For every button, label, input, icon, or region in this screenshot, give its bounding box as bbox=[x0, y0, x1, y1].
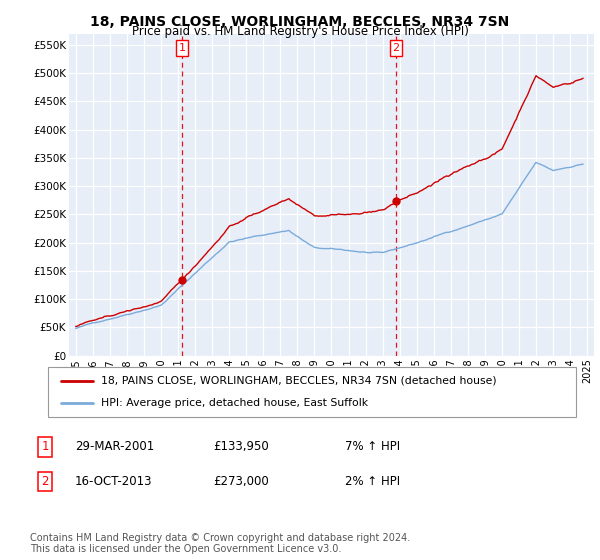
Text: 29-MAR-2001: 29-MAR-2001 bbox=[75, 440, 154, 454]
Text: 2: 2 bbox=[392, 43, 400, 53]
Text: HPI: Average price, detached house, East Suffolk: HPI: Average price, detached house, East… bbox=[101, 398, 368, 408]
Text: 1: 1 bbox=[41, 440, 49, 454]
Text: 2: 2 bbox=[41, 475, 49, 488]
Text: £133,950: £133,950 bbox=[213, 440, 269, 454]
Text: 7% ↑ HPI: 7% ↑ HPI bbox=[345, 440, 400, 454]
Text: 18, PAINS CLOSE, WORLINGHAM, BECCLES, NR34 7SN: 18, PAINS CLOSE, WORLINGHAM, BECCLES, NR… bbox=[91, 15, 509, 29]
Text: Contains HM Land Registry data © Crown copyright and database right 2024.
This d: Contains HM Land Registry data © Crown c… bbox=[30, 533, 410, 554]
Text: 1: 1 bbox=[179, 43, 185, 53]
Text: 18, PAINS CLOSE, WORLINGHAM, BECCLES, NR34 7SN (detached house): 18, PAINS CLOSE, WORLINGHAM, BECCLES, NR… bbox=[101, 376, 496, 386]
Text: Price paid vs. HM Land Registry's House Price Index (HPI): Price paid vs. HM Land Registry's House … bbox=[131, 25, 469, 38]
Text: 2% ↑ HPI: 2% ↑ HPI bbox=[345, 475, 400, 488]
Text: 16-OCT-2013: 16-OCT-2013 bbox=[75, 475, 152, 488]
Text: £273,000: £273,000 bbox=[213, 475, 269, 488]
